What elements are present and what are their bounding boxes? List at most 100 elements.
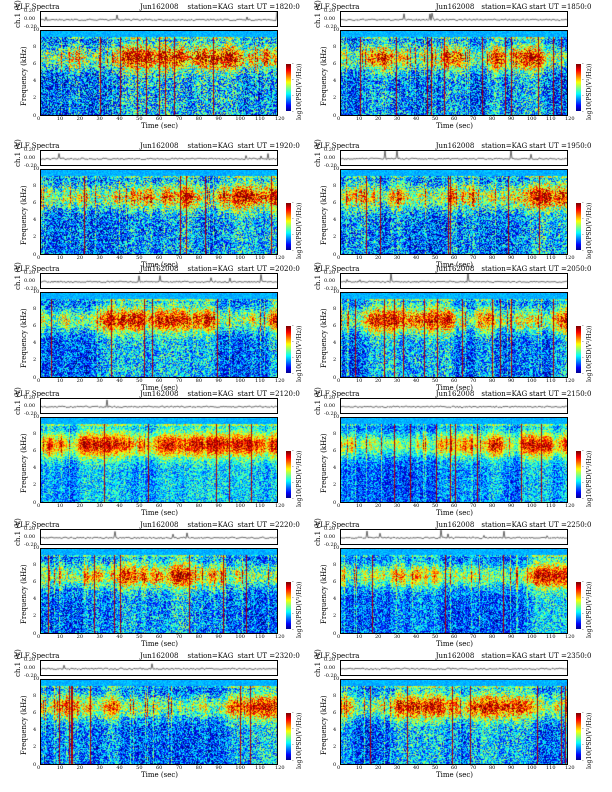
panel-header-title: VLF Spectra — [15, 265, 60, 273]
y-tick-label: 0 — [33, 761, 37, 768]
spectrogram-frame — [340, 30, 568, 116]
colorbar-tick-label: - — [292, 77, 294, 84]
ch1-tick-label: 0.20 — [24, 147, 36, 153]
ch1-tick-label: -0.20 — [324, 673, 337, 679]
ch1-axis-label: ch.1 (V) — [314, 262, 322, 290]
spectrogram-heatmap — [40, 30, 278, 116]
panel-start-ut: start UT =2220:0 — [237, 521, 300, 529]
x-tick-label: 60 — [451, 116, 458, 122]
colorbar-label: log10(PSD(V²/Hz)) — [296, 63, 303, 120]
y-tick-label: 4 — [333, 340, 337, 347]
x-tick-label: 0 — [337, 503, 341, 509]
panel-start-ut: start UT =1820:0 — [237, 3, 300, 11]
x-tick-label: 60 — [451, 765, 458, 771]
y-tick-label: 4 — [333, 217, 337, 224]
x-tick-label: 40 — [413, 255, 420, 261]
ch1-tick-label: 0.20 — [24, 395, 36, 401]
x-tick-label: 90 — [215, 378, 222, 384]
ch1-tick-label: -0.20 — [324, 542, 337, 548]
signal-frame — [40, 150, 278, 166]
y-tick-label: 6 — [333, 578, 337, 585]
panel-header-title: VLF Spectra — [15, 390, 60, 398]
y-tick-label: 0 — [333, 499, 337, 506]
x-tick-label: 90 — [508, 503, 515, 509]
spectrogram-frame — [340, 548, 568, 634]
ch1-axis-label: ch.1 (V) — [314, 649, 322, 677]
x-tick-label: 70 — [470, 255, 477, 261]
ch1-tick-label: 0.20 — [24, 270, 36, 276]
x-tick-label: 50 — [432, 765, 439, 771]
time-axis-label: Time (sec) — [436, 771, 474, 779]
signal-frame — [340, 660, 568, 676]
y-tick-label: 2 — [33, 613, 37, 620]
colorbar-tick-label: - — [292, 339, 294, 346]
ch1-tick-label: -0.20 — [24, 163, 37, 169]
spectrogram-frame — [40, 30, 278, 116]
ch1-tick-label: -0.20 — [324, 286, 337, 292]
y-tick-label: 8 — [33, 43, 37, 50]
y-tick-label: 10 — [333, 288, 340, 295]
colorbar-label: log10(PSD(V²/Hz)) — [296, 581, 303, 638]
spectrogram-heatmap — [40, 169, 278, 255]
spectrogram-frame — [340, 417, 568, 503]
x-tick-label: 40 — [413, 503, 420, 509]
x-tick-label: 20 — [375, 378, 382, 384]
spectrogram-heatmap — [40, 417, 278, 503]
x-tick-label: 20 — [76, 765, 84, 771]
ch1-tick-label: -0.20 — [24, 411, 37, 417]
panel-station: station=KAG — [187, 652, 234, 660]
ch1-tick-label: 0.20 — [324, 526, 336, 532]
colorbar-tick-label: - — [292, 61, 294, 68]
colorbar-tick-label: - — [582, 710, 584, 717]
x-tick-label: 110 — [255, 503, 265, 509]
colorbar-tick-label: - — [582, 448, 584, 455]
colorbar-tick-label: - — [292, 247, 294, 254]
ch1-axis-label: ch.1 (V) — [314, 387, 322, 415]
colorbar — [286, 451, 291, 499]
y-tick-label: 6 — [33, 578, 37, 585]
x-tick-label: 110 — [546, 765, 556, 771]
signal-frame — [40, 529, 278, 545]
spectrogram-heatmap — [340, 292, 568, 378]
panel-date: Jun162008 — [139, 142, 179, 150]
x-tick-label: 60 — [451, 255, 458, 261]
frequency-axis-label: Frequency (kHz) — [20, 433, 28, 493]
x-tick-label: 20 — [375, 116, 382, 122]
time-axis-label: Time (sec) — [141, 640, 179, 648]
x-tick-label: 100 — [527, 634, 537, 640]
ch1-tick-label: -0.20 — [24, 673, 37, 679]
panel-start-ut: start UT =2320:0 — [237, 652, 300, 660]
panel-date: Jun162008 — [435, 521, 475, 529]
colorbar — [576, 451, 581, 499]
panel-date: Jun162008 — [139, 390, 179, 398]
x-tick-label: 10 — [356, 765, 363, 771]
colorbar-tick-label: - — [292, 495, 294, 502]
colorbar-tick-label: - — [292, 464, 294, 471]
x-tick-label: 120 — [275, 634, 285, 640]
x-tick-label: 110 — [255, 116, 265, 122]
panel-station: station=KAG — [481, 142, 528, 150]
colorbar-label: log10(PSD(V²/Hz)) — [586, 63, 593, 120]
x-tick-label: 40 — [413, 634, 420, 640]
colorbar-label: log10(PSD(V²/Hz)) — [586, 202, 593, 259]
y-tick-label: 6 — [33, 447, 37, 454]
ch1-axis-label: ch.1 (V) — [14, 139, 22, 167]
colorbar — [286, 203, 291, 251]
colorbar-label: log10(PSD(V²/Hz)) — [586, 581, 593, 638]
panel-start-ut: start UT =2250:0 — [529, 521, 592, 529]
x-tick-label: 20 — [76, 634, 84, 640]
spectrogram-heatmap — [340, 679, 568, 765]
colorbar-label: log10(PSD(V²/Hz)) — [586, 325, 593, 382]
ch1-tick-label: -0.20 — [324, 411, 337, 417]
ch1-signal-trace — [340, 660, 568, 676]
y-tick-label: 8 — [333, 692, 337, 699]
x-tick-label: 0 — [337, 255, 341, 261]
x-tick-label: 120 — [275, 116, 285, 122]
ch1-tick-label: 0.00 — [324, 403, 336, 409]
x-tick-label: 30 — [96, 378, 103, 384]
x-tick-label: 120 — [565, 116, 575, 122]
colorbar-tick-label: - — [582, 610, 584, 617]
x-tick-label: 50 — [136, 634, 143, 640]
colorbar-tick-label: - — [292, 370, 294, 377]
colorbar-tick-label: - — [292, 595, 294, 602]
